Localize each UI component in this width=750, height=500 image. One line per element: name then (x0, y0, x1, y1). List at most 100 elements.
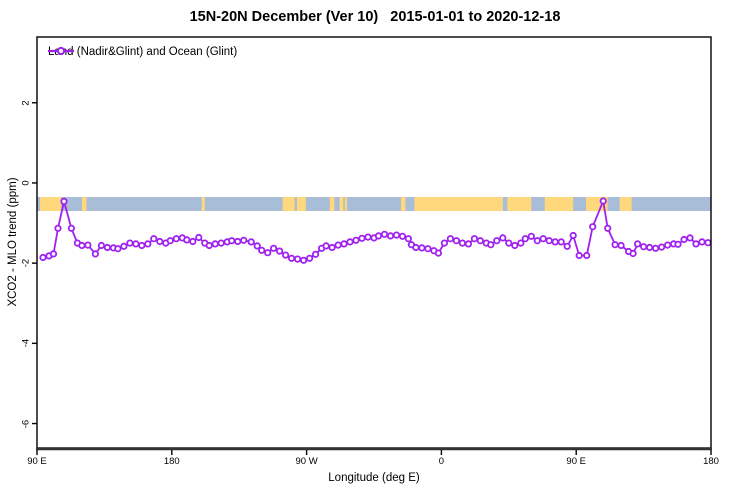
data-point-marker (156, 237, 164, 246)
data-point-marker (49, 250, 58, 258)
data-point-marker (493, 237, 501, 245)
data-point-marker (322, 242, 330, 250)
data-point-marker (563, 242, 571, 250)
land-patch (619, 196, 632, 212)
y-tick-label: -6 (20, 419, 32, 428)
data-point-marker (287, 254, 296, 262)
data-point-marker (205, 241, 213, 250)
ocean-band (37, 196, 711, 212)
legend-line-marker-icon (48, 46, 74, 56)
data-point-marker (611, 241, 619, 249)
data-point-marker (645, 243, 654, 252)
data-point-marker (114, 245, 122, 253)
data-point-marker (172, 235, 180, 243)
data-point-marker (476, 237, 484, 245)
data-point-marker (334, 241, 342, 249)
land-patch (81, 196, 87, 212)
data-point-marker (253, 242, 261, 250)
data-point-marker (470, 235, 478, 243)
data-point-marker (211, 240, 219, 248)
data-point-marker (527, 232, 535, 240)
data-point-marker (217, 239, 225, 247)
data-point-marker (412, 243, 420, 252)
data-point-marker (352, 236, 360, 244)
data-point-marker (269, 244, 278, 252)
land-patch (544, 196, 574, 212)
data-point-marker (374, 232, 383, 240)
data-point-marker (704, 239, 712, 247)
data-point-marker (67, 224, 76, 232)
y-tick-label: 2 (20, 100, 32, 106)
data-point-marker (247, 238, 255, 246)
land-patch (329, 196, 335, 212)
data-point-marker (275, 247, 284, 255)
land-patch (507, 196, 532, 212)
data-point-marker (311, 250, 320, 258)
x-axis-title: Longitude (deg E) (328, 472, 420, 484)
data-point-marker (446, 235, 454, 243)
data-point-marker (264, 249, 272, 257)
data-point-marker (386, 232, 395, 240)
data-point-marker (452, 237, 460, 245)
data-point-marker (380, 230, 389, 238)
data-point-marker (398, 232, 407, 240)
data-point-marker (299, 256, 308, 264)
data-point-marker (633, 240, 642, 248)
data-point-marker (150, 235, 158, 243)
data-point-marker (698, 238, 706, 246)
data-point-marker (583, 251, 591, 260)
data-point-marker (557, 238, 565, 246)
chart-title: 15N-20N December (Ver 10) 2015-01-01 to … (189, 9, 561, 25)
data-point-marker (358, 234, 366, 242)
data-point-marker (392, 231, 401, 239)
data-point-marker (54, 224, 62, 232)
legend-label: Land (Nadir&Glint) and Ocean (Glint) (48, 46, 238, 58)
data-point-marker (440, 239, 448, 247)
data-point-marker (166, 237, 174, 245)
data-point-marker (424, 245, 432, 253)
data-point-marker (103, 243, 112, 252)
data-point-marker (195, 233, 203, 242)
legend: Land (Nadir&Glint) and Ocean (Glint) (48, 46, 237, 58)
data-point-marker (517, 239, 525, 247)
land-patch (282, 196, 295, 212)
data-point-marker (293, 255, 302, 263)
land-patch (400, 196, 406, 212)
data-point-marker (604, 224, 612, 232)
data-point-marker (281, 251, 290, 259)
data-point-marker (183, 236, 191, 244)
data-point-marker (629, 249, 637, 258)
land-patch (201, 196, 205, 212)
data-point-marker (189, 237, 197, 246)
x-tick-label: 90 E (27, 456, 47, 467)
land-patch (414, 196, 503, 212)
data-point-marker (97, 241, 106, 250)
data-point-marker (126, 239, 134, 247)
data-point-marker (680, 235, 688, 244)
land-patch (296, 196, 306, 212)
y-tick-label: -2 (20, 258, 32, 268)
data-point-marker (240, 236, 248, 244)
data-point-marker (234, 237, 242, 246)
data-point-marker (569, 231, 577, 240)
data-point-marker (499, 234, 507, 242)
data-point-marker (639, 243, 648, 251)
data-point-marker (91, 250, 100, 258)
data-point-marker (346, 238, 354, 246)
data-point-marker (328, 243, 336, 252)
data-point-marker (84, 241, 92, 249)
data-point-marker (521, 235, 529, 243)
data-point-marker (404, 235, 412, 243)
x-tick-label: 0 (438, 456, 445, 467)
x-tick-label: 180 (163, 456, 180, 467)
y-tick-label: 0 (20, 180, 32, 186)
data-point-marker (340, 240, 348, 248)
data-point-marker (511, 241, 519, 250)
data-point-marker (589, 223, 597, 231)
data-point-marker (138, 241, 146, 250)
x-tick-label: 180 (703, 456, 719, 467)
data-point-marker (674, 240, 682, 248)
data-point-marker (364, 233, 372, 241)
